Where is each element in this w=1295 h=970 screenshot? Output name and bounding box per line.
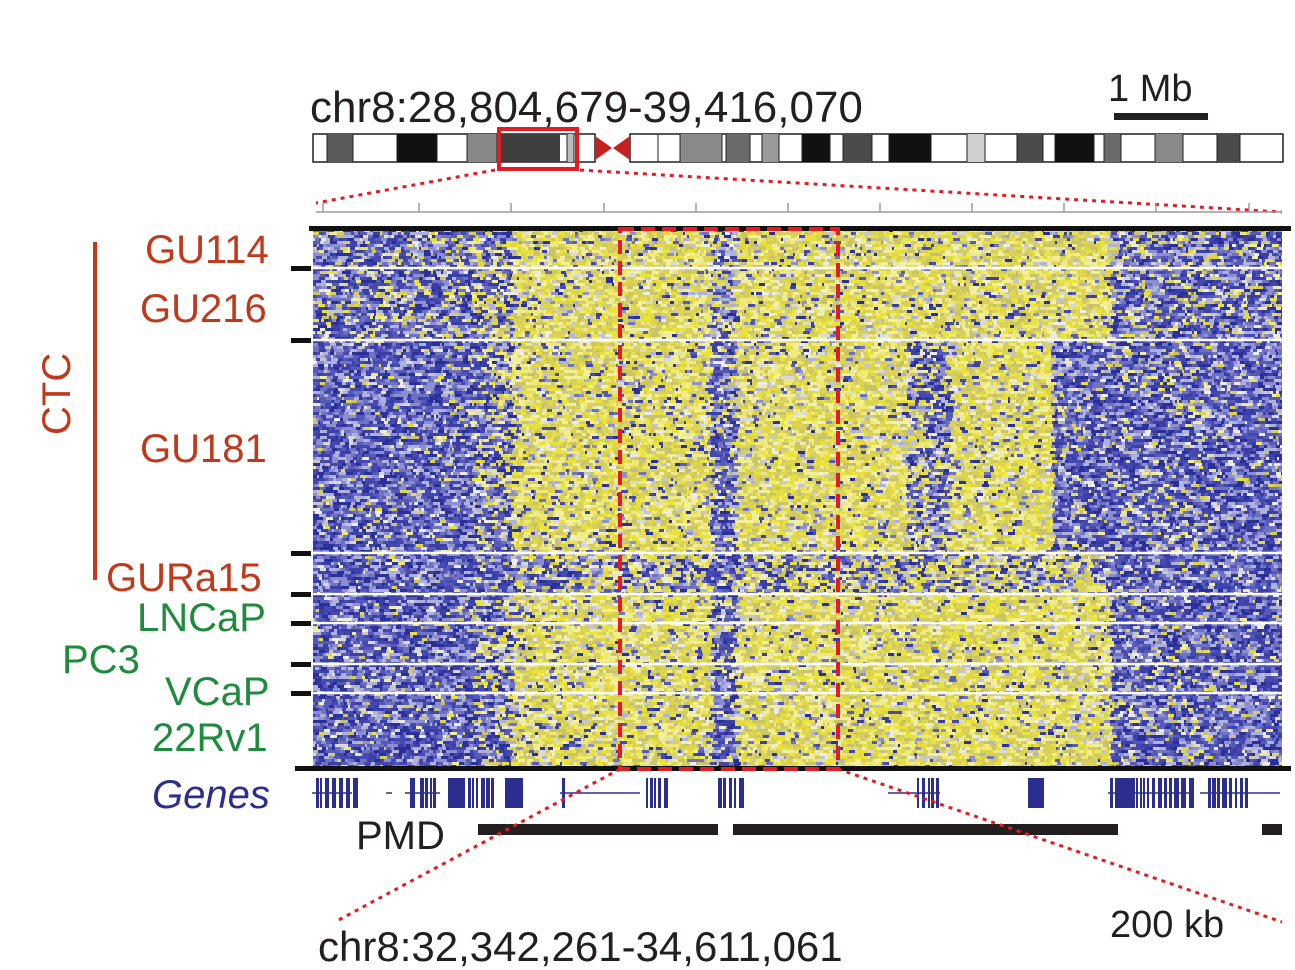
sample-label-gu216: GU216 [140, 289, 267, 329]
sample-tick-marks [291, 266, 311, 696]
sample-label-gura15: GURa15 [106, 558, 262, 598]
pmd-track-label: PMD [356, 816, 445, 856]
sample-label-gu114: GU114 [145, 230, 269, 270]
bottom-scale-label: 200 kb [1110, 906, 1224, 944]
genes-track-label: Genes [152, 775, 270, 815]
genes-track [312, 778, 1280, 808]
sample-label-lncap: LNCaP [137, 598, 266, 638]
zoom-lines-top [316, 170, 1282, 212]
ctc-group-label: CTC [37, 353, 77, 435]
chromosome-ideogram-icon [313, 129, 1283, 169]
sample-label-pc3: PC3 [62, 640, 140, 680]
sample-label-22rv1: 22Rv1 [152, 718, 268, 758]
bottom-region-label: chr8:32,342,261-34,611,061 [318, 926, 843, 968]
sample-label-vcap: VCaP [165, 672, 270, 712]
sample-label-gu181: GU181 [140, 429, 267, 469]
methylation-heatmap [295, 226, 1291, 771]
pmd-track [478, 824, 1282, 835]
